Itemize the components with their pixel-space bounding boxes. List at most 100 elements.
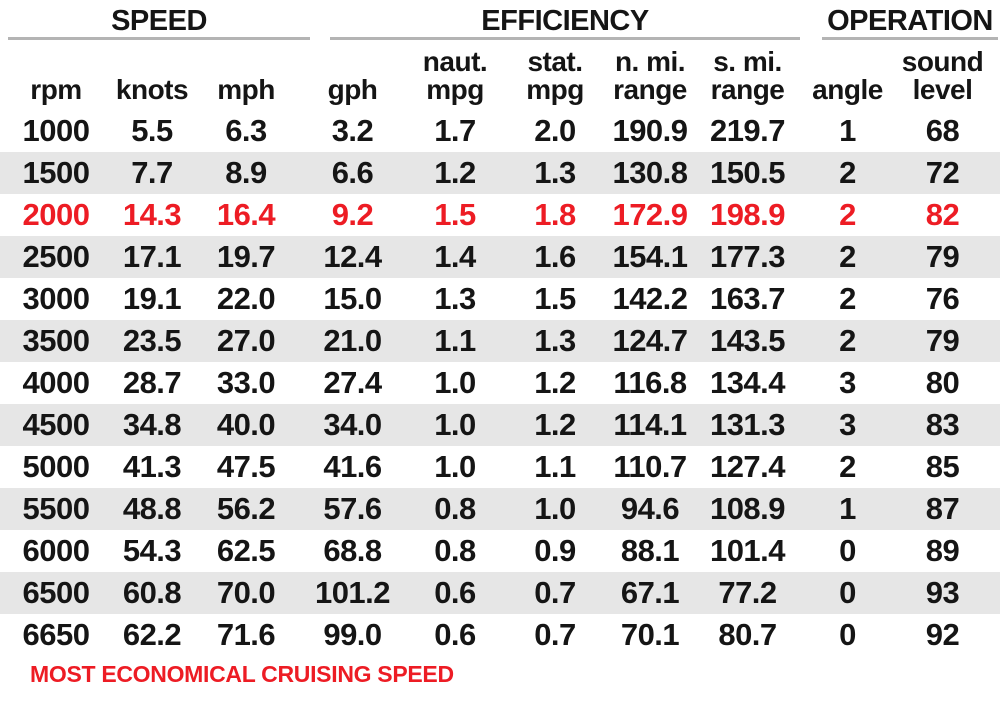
table-cell: 6.3: [225, 113, 267, 148]
table-cell: 2.0: [534, 113, 576, 148]
footnote-most-economical: MOST ECONOMICAL CRUISING SPEED: [30, 661, 454, 687]
table-cell: 34.8: [122, 407, 182, 442]
table-cell: 0.8: [434, 491, 476, 526]
table-cell: 101.4: [709, 533, 786, 568]
table-cell: 89: [925, 533, 960, 568]
table-row: 6650 62.2 71.6 99.0 0.6 0.7 70.1 80.7 0 92: [0, 614, 1000, 656]
table-cell: 71.6: [216, 617, 276, 652]
table-cell: 1.3: [434, 281, 476, 316]
table-cell: 62.2: [122, 617, 182, 652]
table-cell: 19.1: [122, 281, 182, 316]
table-cell: 22.0: [216, 281, 276, 316]
table-cell: 83: [925, 407, 960, 442]
column-header-line2: mpg: [426, 74, 484, 105]
column-header-knots: knots: [112, 40, 192, 110]
table-cell: 28.7: [122, 365, 182, 400]
table-cell: 1.5: [534, 281, 576, 316]
table-cell: 27.0: [216, 323, 276, 358]
table-cell: 127.4: [709, 449, 786, 484]
table-cell: 17.1: [122, 239, 182, 274]
table-cell: 23.5: [122, 323, 182, 358]
table-row: 4500 34.8 40.0 34.0 1.0 1.2 114.1 131.3 3 83: [0, 404, 1000, 446]
table-cell: 1.8: [534, 197, 576, 232]
table-cell: 6500: [22, 575, 90, 610]
table-cell: 219.7: [709, 113, 786, 148]
table-cell: 93: [925, 575, 960, 610]
table-cell: 130.8: [612, 155, 688, 190]
table-cell: 101.2: [314, 575, 391, 610]
spacer-cell: [990, 278, 1000, 320]
table-cell: 5000: [22, 449, 90, 484]
column-header-line2: range: [710, 74, 785, 105]
table-cell: 1.0: [534, 491, 576, 526]
table-row: 6500 60.8 70.0 101.2 0.6 0.7 67.1 77.2 0 93: [0, 572, 1000, 614]
table-cell: 3.2: [331, 113, 374, 148]
table-cell: 68: [925, 113, 960, 148]
table-cell: 6650: [22, 617, 90, 652]
spacer-cell: [990, 488, 1000, 530]
table-header: rpm knots mph gph naut. mpg stat. mpg n. m…: [0, 40, 1000, 110]
table-cell: 2: [839, 281, 856, 316]
spacer-cell: [990, 236, 1000, 278]
table-cell: 21.0: [323, 323, 382, 358]
table-cell: 1.0: [434, 365, 476, 400]
table-row: 3500 23.5 27.0 21.0 1.1 1.3 124.7 143.5 2 79: [0, 320, 1000, 362]
table-cell: 114.1: [613, 407, 687, 442]
spacer-cell: [990, 404, 1000, 446]
table-cell: 1500: [22, 155, 90, 190]
column-header-naut-mpg: naut. mpg: [405, 40, 505, 110]
table-cell: 163.7: [709, 281, 786, 316]
spacer-cell: [990, 152, 1000, 194]
table-cell: 57.6: [323, 491, 382, 526]
column-header-line2: rpm: [30, 74, 82, 105]
table-cell: 177.3: [709, 239, 786, 274]
table-cell: 70.0: [216, 575, 276, 610]
table-cell: 2500: [22, 239, 90, 274]
table-cell: 1.3: [534, 323, 576, 358]
column-header-line2: angle: [812, 74, 883, 105]
table-cell: 2: [839, 323, 856, 358]
table-cell: 1.2: [434, 155, 476, 190]
table-cell: 70.1: [620, 617, 680, 652]
column-header-line2: level: [912, 74, 973, 105]
column-header-row: rpm knots mph gph naut. mpg stat. mpg n. m…: [0, 40, 1000, 110]
spacer-column: [990, 40, 1000, 110]
table-cell: 1.7: [434, 113, 476, 148]
table-cell: 99.0: [323, 617, 382, 652]
table-cell: 6000: [22, 533, 90, 568]
table-cell: 33.0: [216, 365, 276, 400]
table-cell: 2000: [22, 197, 90, 232]
table-cell: 2: [839, 449, 856, 484]
column-header-n-mi-range: n. mi. range: [605, 40, 695, 110]
table-cell: 54.3: [122, 533, 182, 568]
table-cell: 27.4: [323, 365, 382, 400]
table-cell: 34.0: [323, 407, 382, 442]
table-cell: 14.3: [122, 197, 182, 232]
section-header-operation: OPERATION: [822, 6, 998, 40]
table-cell: 198.9: [709, 197, 786, 232]
table-cell: 3500: [22, 323, 90, 358]
table-row: 4000 28.7 33.0 27.4 1.0 1.2 116.8 134.4 3 80: [0, 362, 1000, 404]
table-cell: 110.7: [613, 449, 687, 484]
table-row: 5000 41.3 47.5 41.6 1.0 1.1 110.7 127.4 2 85: [0, 446, 1000, 488]
table-cell: 7.7: [131, 155, 173, 190]
table-cell: 1.4: [434, 239, 476, 274]
spacer-cell: [990, 446, 1000, 488]
table-cell: 0: [839, 575, 856, 610]
table-cell: 143.5: [709, 323, 786, 358]
table-cell: 5.5: [131, 113, 173, 148]
table-cell: 0: [839, 533, 856, 568]
table-cell: 150.5: [709, 155, 786, 190]
table-cell: 56.2: [216, 491, 276, 526]
table-cell: 3000: [22, 281, 90, 316]
table-cell: 1.2: [534, 407, 576, 442]
table-cell: 60.8: [122, 575, 182, 610]
table-cell: 1000: [22, 113, 90, 148]
table-cell: 190.9: [612, 113, 688, 148]
table-cell: 94.6: [620, 491, 680, 526]
table-row: 6000 54.3 62.5 68.8 0.8 0.9 88.1 101.4 0 89: [0, 530, 1000, 572]
table-cell: 67.1: [620, 575, 680, 610]
section-header-speed: SPEED: [8, 6, 310, 40]
table-cell: 1.1: [434, 323, 476, 358]
